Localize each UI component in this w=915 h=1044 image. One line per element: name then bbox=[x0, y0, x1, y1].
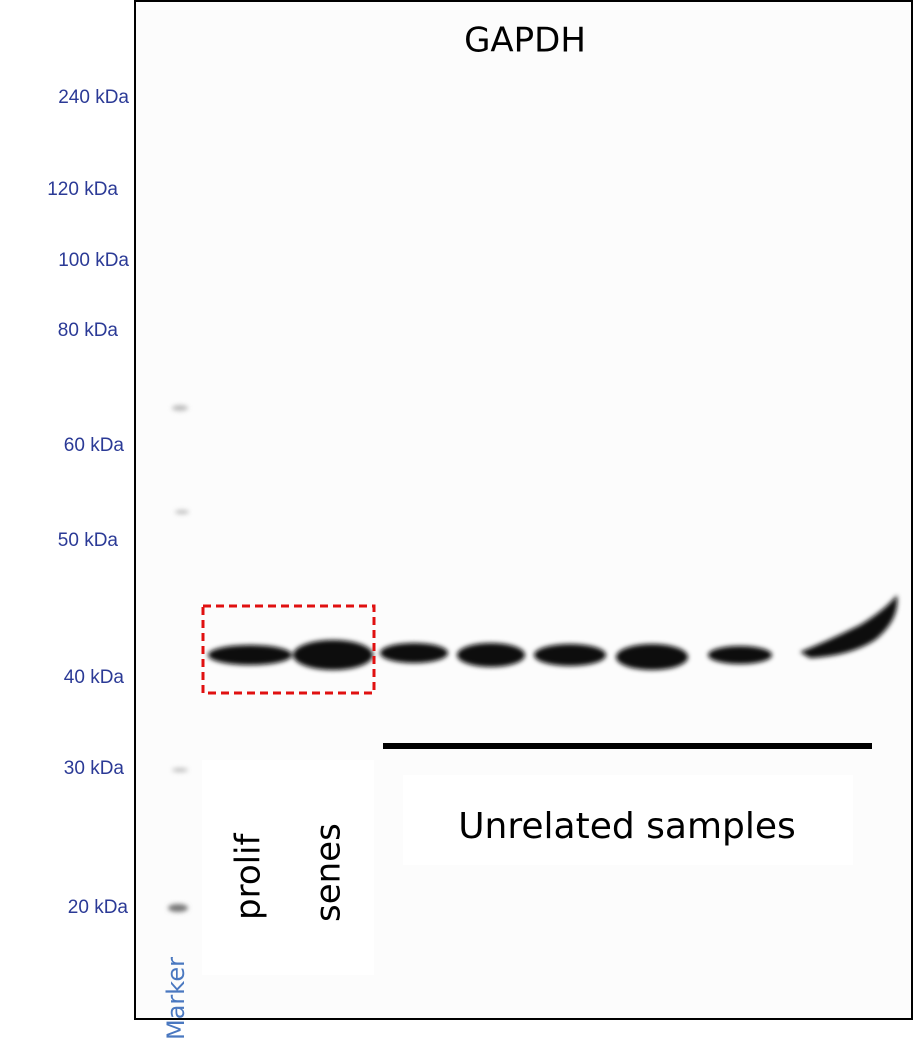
marker-label: 20 kDa bbox=[68, 897, 129, 918]
title: GAPDH bbox=[464, 21, 586, 61]
marker-label: 120 kDa bbox=[47, 179, 118, 200]
marker-ladder bbox=[168, 405, 189, 912]
group-label: Unrelated samples bbox=[458, 806, 796, 847]
marker-label: 100 kDa bbox=[58, 250, 129, 271]
highlight-box bbox=[201, 604, 376, 695]
marker-label: 240 kDa bbox=[58, 87, 129, 108]
marker-label: 40 kDa bbox=[64, 667, 125, 688]
lane-label: Marker bbox=[162, 957, 190, 1040]
marker-label: 80 kDa bbox=[58, 320, 119, 341]
bands bbox=[208, 595, 898, 670]
label-patch bbox=[403, 775, 853, 865]
marker-label: 60 kDa bbox=[64, 435, 125, 456]
label-patch bbox=[202, 760, 374, 975]
lane-label: senes bbox=[309, 823, 349, 922]
marker-label: 30 kDa bbox=[64, 758, 125, 779]
lane-label: prolif bbox=[229, 832, 269, 920]
marker-label: 50 kDa bbox=[58, 530, 119, 551]
